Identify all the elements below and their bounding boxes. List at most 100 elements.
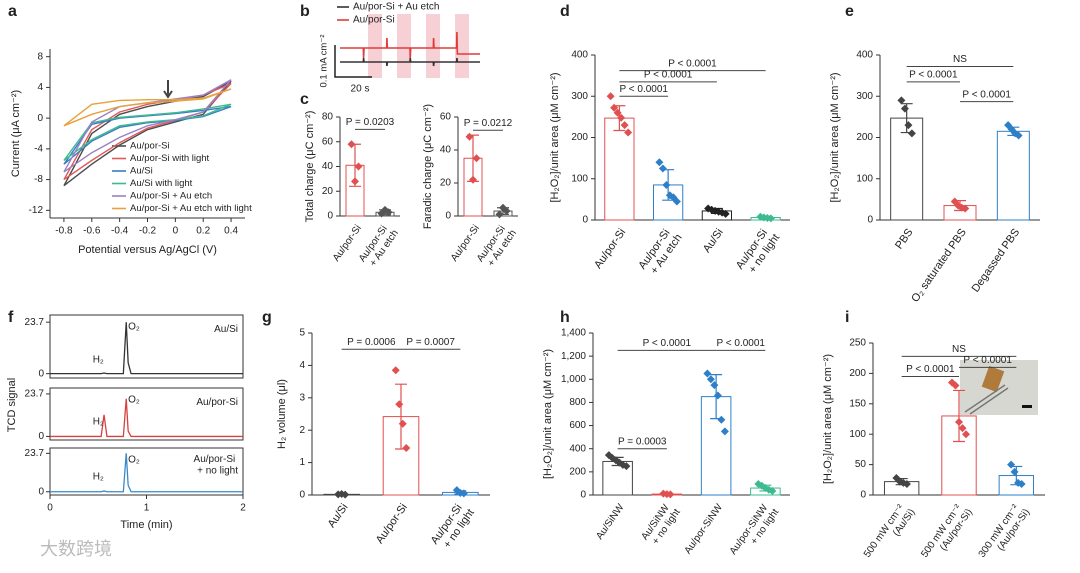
y-tick-label: 600 bbox=[569, 420, 586, 431]
data-point bbox=[962, 430, 970, 439]
annotation: P < 0.0001 bbox=[909, 69, 958, 80]
y-tick-label: 400 bbox=[569, 443, 586, 454]
annotation: P < 0.0001 bbox=[643, 338, 692, 349]
y-tick-label: 0 bbox=[445, 211, 451, 222]
error-bar bbox=[953, 389, 965, 443]
y-tick-label: 23.7 bbox=[25, 389, 45, 400]
data-point bbox=[897, 96, 906, 105]
sample bbox=[981, 365, 1005, 393]
x-tick-label: 500 mW cm⁻² (Au/por-Si) bbox=[919, 500, 975, 566]
x-tick-label: -0.8 bbox=[55, 226, 73, 237]
y-tick-label: 80 bbox=[322, 112, 334, 123]
x-tick-label: Au/por-SiNW + no light bbox=[727, 500, 781, 563]
panel-letter: e bbox=[845, 3, 854, 20]
subplot-frame bbox=[49, 314, 244, 379]
data-point bbox=[961, 204, 970, 213]
annotation: P = 0.0212 bbox=[464, 118, 513, 129]
data-point bbox=[610, 103, 619, 112]
x-tick-label: 2 bbox=[240, 503, 246, 514]
peak-label: H₂ bbox=[93, 355, 104, 366]
x-tick-label: 0 bbox=[173, 226, 179, 237]
y-tick-label: 40 bbox=[322, 161, 334, 172]
y-tick-label: -4 bbox=[34, 144, 43, 155]
x-tick-label: 0.4 bbox=[224, 226, 238, 237]
y-tick-label: 400 bbox=[856, 50, 873, 61]
data-point bbox=[384, 208, 393, 217]
data-point bbox=[721, 209, 730, 218]
x-tick-label: Au/por-Si bbox=[196, 397, 238, 408]
x-tick-label: Au/por-Si + Au etch bbox=[475, 221, 519, 270]
photo-scale-bar bbox=[1022, 405, 1032, 408]
data-point bbox=[465, 132, 474, 141]
chromatogram bbox=[50, 398, 243, 438]
inset-photo bbox=[960, 360, 1038, 415]
y-tick-label: 100 bbox=[571, 173, 588, 184]
y-axis-label: Current (μA cm⁻²) bbox=[10, 90, 22, 177]
x-tick-label: 0.2 bbox=[196, 226, 210, 237]
legend-label: Au/por-Si bbox=[130, 141, 170, 152]
y-axis-label: [H₂O₂]/unit area (μM cm⁻²) bbox=[542, 349, 554, 479]
y-axis-label: [H₂O₂]/unit area (μM cm⁻²) bbox=[822, 354, 834, 484]
y-axis-label: Total charge (μC cm⁻²) bbox=[304, 111, 316, 223]
y-tick-label: 100 bbox=[849, 429, 866, 440]
cv-curve bbox=[63, 82, 232, 181]
data-point bbox=[958, 424, 967, 433]
x-axis-label: Potential versus Ag/AgCl (V) bbox=[78, 244, 217, 256]
data-point bbox=[904, 121, 913, 130]
panel-letter: d bbox=[560, 3, 570, 20]
data-point bbox=[469, 175, 477, 184]
y-tick-label: 0 bbox=[867, 215, 873, 226]
x-tick-label: Au/Si bbox=[701, 227, 726, 255]
x-tick-label: O₂ saturated PBS bbox=[909, 227, 969, 305]
y-tick-label: 200 bbox=[571, 132, 588, 143]
legend-label: Au/por-Si + Au etch bbox=[130, 191, 212, 202]
y-tick-label: 4 bbox=[37, 82, 43, 93]
data-point bbox=[710, 381, 719, 390]
data-point bbox=[1014, 131, 1023, 140]
data-point bbox=[713, 391, 722, 400]
y-tick-label: 0 bbox=[38, 486, 44, 497]
y-tick-label: 100 bbox=[856, 173, 873, 184]
x-tick-label: -0.6 bbox=[83, 226, 101, 237]
data-point bbox=[703, 369, 712, 378]
annotation: NS bbox=[952, 344, 966, 355]
data-point bbox=[662, 180, 671, 189]
x-tick-label: Au/por-Si + no light bbox=[734, 225, 782, 279]
cv-curve bbox=[63, 105, 232, 165]
legend-label: Au/por-Si + Au etch bbox=[353, 2, 439, 13]
y-tick-label: 0 bbox=[327, 211, 333, 222]
data-point bbox=[472, 154, 481, 163]
data-point bbox=[951, 381, 960, 390]
data-point bbox=[495, 210, 504, 219]
watermark: 大数跨境 bbox=[40, 539, 112, 559]
annotation: P < 0.0001 bbox=[620, 84, 669, 95]
data-point bbox=[613, 108, 622, 117]
y-axis-label: [H₂O₂]/unit area (μM cm⁻²) bbox=[829, 72, 841, 202]
annotation: P < 0.0001 bbox=[962, 89, 1011, 100]
annotation: P < 0.0001 bbox=[644, 69, 693, 80]
data-point bbox=[706, 375, 715, 384]
data-point bbox=[955, 418, 963, 427]
x-tick-label: Au/por-Si + no light bbox=[194, 454, 239, 477]
annotation: P = 0.0007 bbox=[406, 337, 455, 348]
y-tick-label: 1,400 bbox=[561, 328, 586, 339]
data-point bbox=[398, 419, 407, 428]
x-tick-label: Au/por-SiNW bbox=[682, 501, 725, 556]
data-point bbox=[658, 164, 667, 173]
x-axis-label: Time (min) bbox=[120, 519, 172, 531]
x-tick-label: Au/SiNW bbox=[594, 501, 627, 541]
y-tick-label: 5 bbox=[299, 328, 305, 339]
panel-letter: g bbox=[262, 309, 272, 326]
y-tick-label: 400 bbox=[571, 50, 588, 61]
data-point bbox=[347, 140, 356, 149]
data-point bbox=[395, 400, 404, 409]
scale-y-label: 0.1 mA cm⁻² bbox=[319, 34, 330, 87]
annotation: P = 0.0003 bbox=[618, 436, 667, 447]
data-point bbox=[655, 158, 664, 167]
x-tick-label: Au/Si bbox=[326, 502, 351, 530]
y-tick-label: 250 bbox=[849, 338, 866, 349]
bar bbox=[996, 130, 1030, 221]
annotation: P = 0.0203 bbox=[346, 117, 395, 128]
x-tick-label: 500 mW cm⁻² (Au/Si) bbox=[862, 500, 918, 566]
x-tick-label: -0.2 bbox=[139, 226, 157, 237]
